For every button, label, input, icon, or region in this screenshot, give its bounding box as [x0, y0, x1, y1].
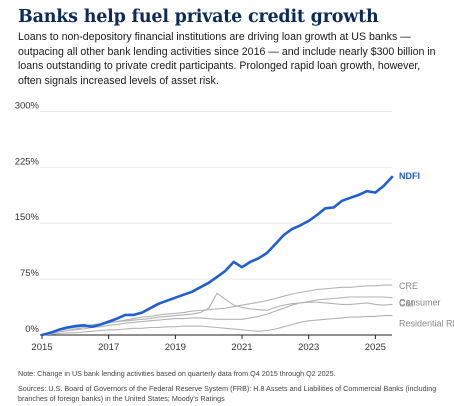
- series-line-residential-re: [41, 315, 393, 336]
- series-label-c-i: C&I: [399, 298, 414, 308]
- series-label-ndfi: NDFI: [399, 171, 420, 181]
- series-label-consumer: Consumer: [399, 298, 441, 308]
- x-tick-label: 2025: [365, 342, 386, 353]
- series-line-consumer: [41, 296, 393, 336]
- x-tick-label: 2015: [31, 342, 52, 353]
- series-line-ndfi: [40, 175, 394, 337]
- chart-subtitle: Loans to non-depository financial instit…: [18, 31, 436, 87]
- series-label-cre: CRE: [399, 281, 418, 291]
- x-tick-label: 2017: [98, 342, 119, 353]
- y-tick-label: 75%: [20, 268, 40, 279]
- gridlines: [40, 110, 392, 336]
- series-group: [40, 175, 394, 337]
- chart-title: Banks help fuel private credit growth: [18, 7, 379, 27]
- y-axis: 0% 75% 150% 225% 300%: [15, 100, 40, 335]
- y-tick-label: 300%: [15, 100, 40, 111]
- x-tick-label: 2019: [165, 342, 186, 353]
- chart-sources: Sources: U.S. Board of Governors of the …: [18, 384, 437, 403]
- y-tick-label: 0%: [25, 324, 39, 335]
- series-label-residential-re: Residential RE: [399, 319, 454, 329]
- x-tick-label: 2021: [231, 342, 252, 353]
- x-axis: 2015 2017 2019 2021 2023 2025: [31, 335, 386, 353]
- x-tick-label: 2023: [298, 342, 319, 353]
- y-tick-label: 150%: [15, 212, 40, 223]
- series-line-c-i: [41, 292, 393, 336]
- chart-note: Note: Change in US bank lending activiti…: [18, 369, 336, 378]
- y-tick-label: 225%: [15, 156, 40, 167]
